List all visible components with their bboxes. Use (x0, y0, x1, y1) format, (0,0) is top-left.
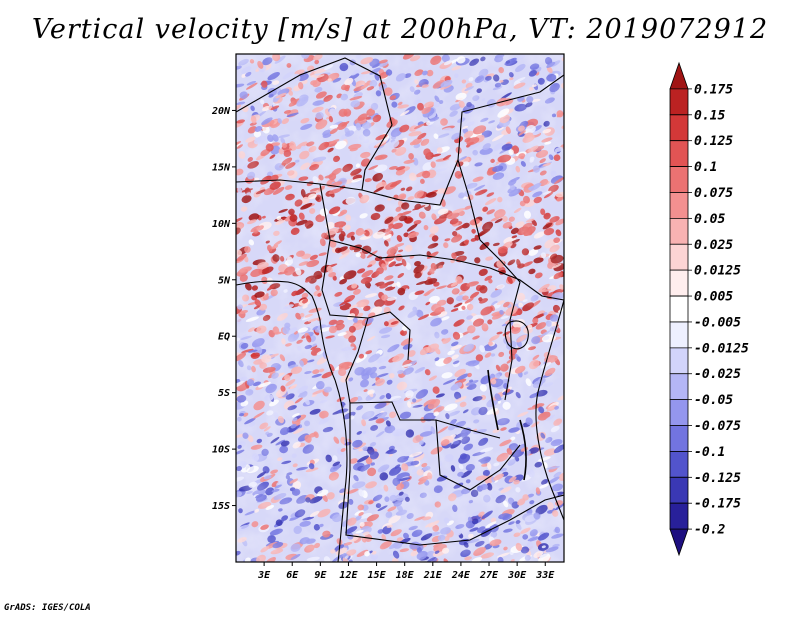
colorbar-segment (669, 502, 689, 530)
colorbar-segment (669, 166, 689, 193)
lake-malawi (519, 419, 527, 481)
x-tick-label: 15E (368, 570, 387, 581)
border-zambia (435, 419, 521, 491)
colorbar-segment (669, 451, 689, 478)
x-tick-label: 24E (451, 570, 471, 581)
colorbar-label: 0.05 (694, 212, 725, 227)
map-frame (235, 53, 565, 563)
y-tick-label: EQ (218, 332, 230, 343)
x-tick-label: 30E (507, 570, 527, 581)
colorbar-label: -0.05 (694, 393, 733, 408)
colorbar-segment (669, 217, 689, 245)
x-tick-label: 27E (479, 570, 499, 581)
y-tick-label: 20N (211, 106, 231, 117)
border-east (457, 159, 521, 401)
colorbar-label: 0.075 (694, 186, 733, 201)
map-field (236, 54, 564, 562)
y-tick-label: 15N (212, 162, 231, 173)
field-texture (236, 54, 564, 562)
border-sahel (236, 74, 564, 206)
colorbar-label: 0.0125 (694, 264, 741, 279)
colorbar-label: -0.1 (694, 445, 725, 460)
chart-title: Vertical velocity [m/s] at 200hPa, VT: 2… (31, 14, 769, 45)
x-tick-label: 18E (396, 570, 415, 581)
colorbar-label: -0.175 (694, 497, 741, 512)
border-south (345, 403, 564, 546)
x-tick-label: 9E (314, 570, 327, 581)
colorbar-segment (669, 114, 689, 142)
colorbar-label: 0.175 (694, 82, 733, 97)
colorbar-label: 0.1 (694, 160, 717, 175)
colorbar-segment (669, 528, 689, 557)
y-tick-label: 5N (218, 275, 231, 286)
y-tick-label: 5S (218, 388, 230, 399)
credit-label: GrADS: IGES/COLA (4, 603, 91, 613)
colorbar-segment (669, 373, 689, 401)
coastline-west (236, 280, 348, 562)
colorbar-label: -0.0125 (694, 341, 749, 356)
colorbar-segment (669, 425, 689, 452)
lake-tanganyika (487, 369, 499, 431)
y-tick-label: 10S (212, 445, 230, 456)
y-axis: 20N 15N 10N 5N EQ 5S 10S 15S (211, 106, 236, 512)
colorbar-label: -0.125 (694, 471, 741, 486)
colorbar: 0.175 0.15 0.125 0.1 0.075 0.05 0.025 0.0125 0.0… (669, 61, 749, 557)
x-axis: 3E 6E 9E 12E 15E 18E 21E 24E 27E 30E 33E (257, 562, 555, 581)
colorbar-segment (669, 61, 689, 90)
colorbar-label: 0.025 (694, 238, 733, 253)
y-tick-label: 10N (212, 219, 231, 230)
border-sahara (236, 57, 393, 191)
colorbar-label: -0.2 (694, 523, 725, 538)
country-borders (236, 57, 564, 562)
x-tick-label: 21E (423, 570, 443, 581)
lake-victoria (504, 320, 529, 350)
colorbar-segment (669, 269, 689, 297)
colorbar-segment (669, 399, 689, 426)
colorbar-segment (669, 88, 689, 116)
x-tick-label: 12E (339, 570, 358, 581)
colorbar-segment (669, 140, 689, 167)
colorbar-segment (669, 192, 689, 219)
colorbar-segment (669, 347, 689, 375)
colorbar-label: 0.125 (694, 134, 733, 149)
colorbar-segment (669, 476, 689, 504)
x-tick-label: 33E (535, 570, 555, 581)
colorbar-label: -0.075 (694, 419, 741, 434)
border-central (319, 183, 564, 301)
coastline-east (535, 299, 564, 521)
x-tick-label: 3E (257, 570, 271, 581)
colorbar-label: -0.005 (694, 315, 741, 330)
colorbar-label: 0.005 (694, 290, 733, 305)
colorbar-segment (669, 321, 689, 349)
border-congo (345, 317, 501, 439)
colorbar-segment (669, 295, 689, 323)
colorbar-label: -0.025 (694, 367, 741, 382)
x-tick-label: 6E (286, 570, 299, 581)
y-tick-label: 15S (212, 501, 230, 512)
colorbar-label: 0.15 (694, 108, 725, 123)
colorbar-segment (669, 243, 689, 271)
